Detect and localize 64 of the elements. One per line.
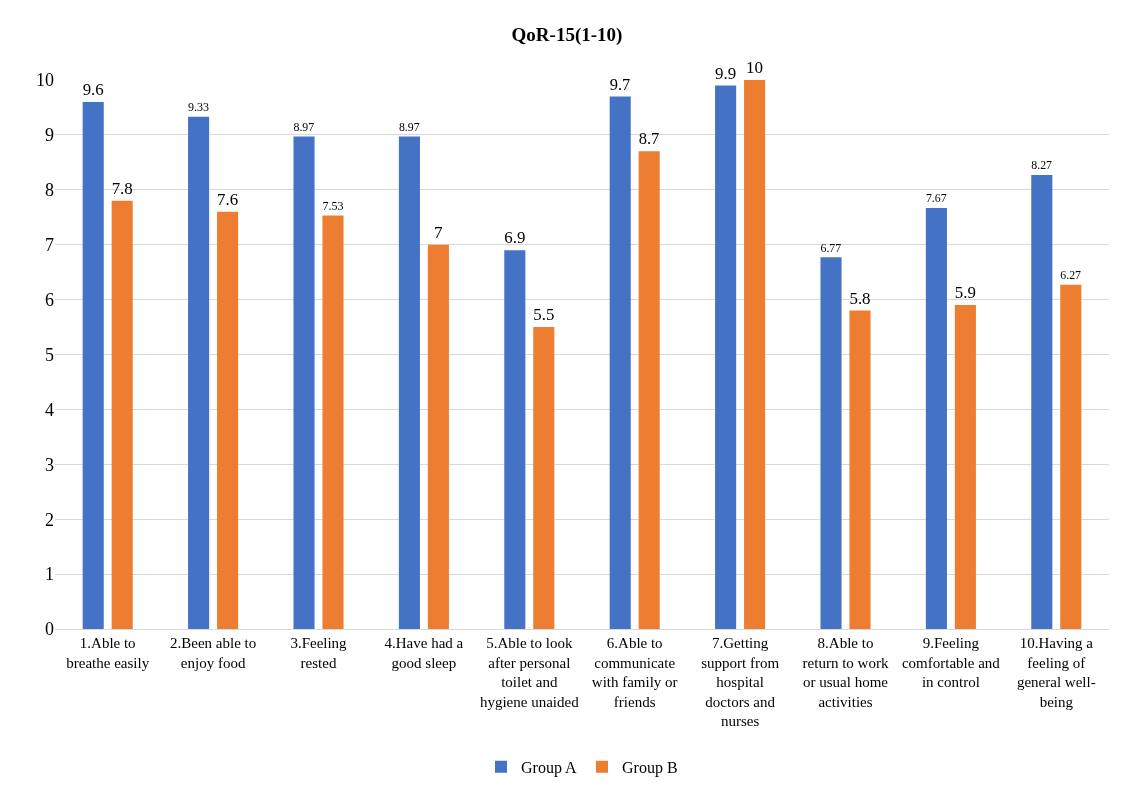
y-tick-label: 7	[45, 235, 54, 255]
x-tick-label: 7.Getting support from hospital doctors and nurses	[701, 635, 780, 729]
x-tick-label: 5.Able to look after personal toilet and hygiene unaided	[479, 635, 580, 710]
bar	[954, 305, 976, 629]
bar	[1031, 174, 1053, 629]
x-tick-label: 1.Able to breathe easily	[66, 635, 150, 671]
bar	[849, 310, 871, 629]
bar	[1060, 284, 1082, 629]
data-label: 8.27	[1031, 158, 1053, 173]
data-label: 9.33	[188, 99, 210, 114]
y-tick-label: 6	[45, 289, 54, 310]
data-label: 7	[433, 222, 443, 242]
bar	[217, 211, 239, 629]
bar	[293, 136, 315, 629]
data-label: 6.27	[1060, 267, 1082, 282]
legend-label: Group A	[521, 758, 577, 777]
bar	[609, 96, 631, 629]
x-tick-label: 6.Able to communicate with family or friends	[591, 635, 678, 710]
y-tick-label: 0	[45, 619, 54, 640]
data-label: 7.53	[322, 198, 344, 213]
bar	[638, 151, 660, 629]
x-tick-label: 3.Feeling rested	[290, 635, 348, 671]
data-label: 5.5	[533, 305, 555, 325]
data-label: 8.7	[638, 129, 660, 149]
data-label: 6.9	[504, 228, 526, 248]
data-label: 7.67	[925, 191, 947, 206]
bar	[322, 215, 344, 629]
y-tick-label: 3	[45, 454, 54, 475]
y-tick-label: 8	[45, 180, 54, 201]
data-label: 10	[746, 58, 764, 77]
x-tick-label: 4.Have had a good sleep	[384, 635, 464, 671]
data-label: 7.8	[111, 178, 133, 198]
bar	[820, 257, 842, 629]
x-tick-label: 2.Been able to enjoy food	[169, 635, 257, 671]
data-label: 9.7	[609, 74, 631, 94]
data-label: 5.9	[954, 283, 976, 303]
bar	[925, 207, 947, 629]
chart-title: QoR-15(1-10)	[511, 24, 623, 47]
bar	[111, 200, 133, 629]
x-tick-label: 8.Able to return to work or usual home activities	[802, 635, 889, 710]
bar	[427, 244, 449, 629]
y-tick-label: 4	[45, 399, 54, 420]
y-tick-label: 10	[36, 70, 54, 91]
bar	[504, 250, 526, 629]
bar	[82, 101, 104, 629]
y-tick-label: 9	[45, 125, 54, 146]
bar	[715, 85, 737, 629]
bar	[533, 327, 555, 629]
bar	[398, 136, 420, 629]
data-label: 8.97	[293, 119, 315, 134]
data-label: 5.8	[849, 288, 871, 308]
data-label: 8.97	[398, 119, 420, 134]
y-tick-label: 1	[45, 564, 54, 585]
legend-label: Group B	[622, 758, 678, 777]
bar	[188, 116, 210, 629]
data-label: 9.9	[715, 63, 737, 83]
x-tick-label: 10.Having a feeling of general well-being	[1016, 635, 1096, 710]
data-label: 9.6	[82, 79, 104, 99]
data-label: 7.6	[217, 189, 239, 209]
y-tick-label: 2	[45, 509, 54, 530]
data-label: 6.77	[820, 240, 842, 255]
y-tick-label: 5	[45, 344, 54, 365]
x-tick-label: 9.Feeling comfortable and in control	[901, 635, 1001, 690]
bar	[744, 80, 766, 629]
